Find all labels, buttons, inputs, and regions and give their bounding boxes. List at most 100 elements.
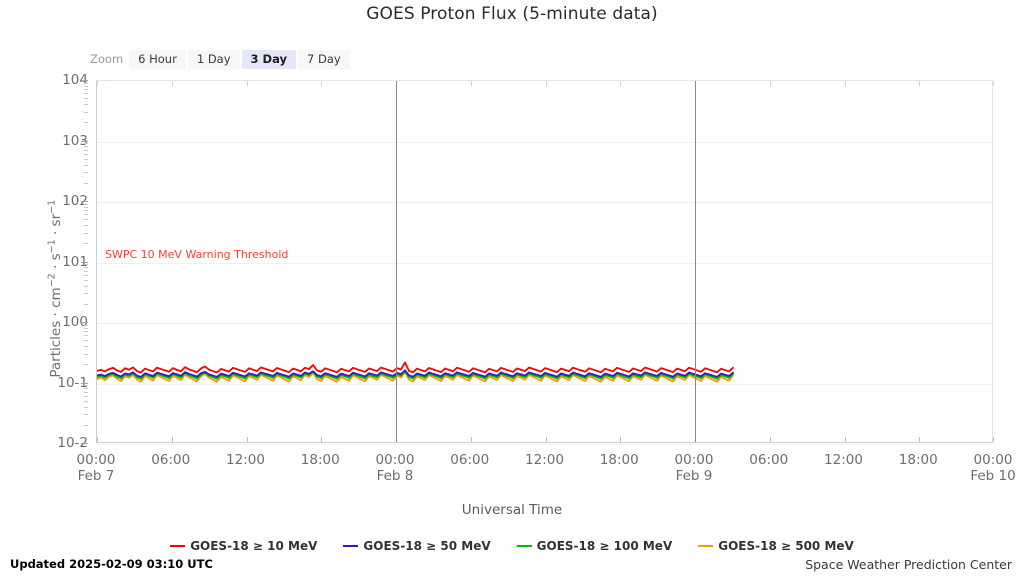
y-axis-minor-tick (84, 98, 88, 100)
zoom-button-3-day[interactable]: 3 Day (241, 50, 296, 69)
y-axis-minor-tick (84, 400, 88, 402)
y-axis-minor-tick (84, 82, 88, 84)
x-axis-top-tick-mark (97, 81, 98, 86)
x-axis-tick-mark (919, 437, 921, 442)
x-axis-tick-mark (321, 437, 323, 442)
y-axis-minor-tick (84, 335, 88, 337)
y-axis-tick-mark (81, 80, 88, 81)
y-axis-label: Particles · cm−2 · s−1 · sr−1 (46, 199, 64, 378)
y-axis-minor-tick (84, 214, 88, 216)
x-axis-tick-time: 00:00 (674, 452, 714, 468)
legend-item[interactable]: GOES-18 ≥ 10 MeV (170, 539, 317, 553)
x-axis-tick-time: 00:00 (375, 452, 415, 468)
x-axis-tick-mark (545, 437, 547, 442)
y-axis-tick-mark (81, 322, 88, 323)
y-axis-tick-label: 104 (62, 72, 88, 88)
x-axis-tick-group: 12:00 (500, 452, 590, 468)
gridline-horizontal (97, 202, 992, 203)
x-axis-tick-mark (171, 437, 173, 442)
y-axis-minor-tick (84, 143, 88, 145)
data-series-line (97, 372, 733, 382)
y-axis-minor-tick (84, 293, 88, 295)
y-axis-minor-tick (84, 414, 88, 416)
x-axis-tick-group: 00:00 Feb 9 (649, 452, 739, 485)
x-axis-top-tick-mark (470, 81, 472, 86)
y-axis-minor-tick (84, 164, 88, 166)
gridline-horizontal (97, 141, 992, 143)
x-axis-tick-group: 18:00 (275, 452, 365, 468)
x-axis-tick-group: 00:00 Feb 10 (948, 452, 1024, 485)
x-axis-tick-time: 18:00 (300, 452, 340, 468)
x-axis-tick-group: 18:00 (574, 452, 664, 468)
x-axis-tick-mark (993, 437, 994, 442)
x-axis-tick-date: Feb 9 (675, 468, 713, 484)
y-axis-tick-mark (81, 201, 88, 202)
x-axis-tick-mark (844, 437, 846, 442)
x-axis-tick-group: 12:00 (799, 452, 889, 468)
y-axis-minor-tick (84, 149, 88, 151)
y-axis-minor-tick (84, 153, 88, 155)
data-series-canvas (97, 81, 992, 442)
legend-item[interactable]: GOES-18 ≥ 100 MeV (516, 539, 673, 553)
x-axis-tick-mark (97, 437, 98, 442)
x-axis-tick-date: Feb 7 (77, 468, 115, 484)
y-axis-tick-label: 103 (62, 132, 88, 149)
legend-item[interactable]: GOES-18 ≥ 50 MeV (343, 539, 491, 553)
y-axis-minor-tick (84, 353, 88, 355)
y-axis-minor-tick (84, 206, 88, 208)
x-axis-label: Universal Time (461, 502, 563, 518)
y-axis-tick-mark (81, 261, 88, 263)
y-axis-minor-tick (84, 111, 88, 113)
y-axis-tick-label: 100 (62, 314, 88, 330)
data-series-line (97, 362, 733, 372)
legend-item[interactable]: GOES-18 ≥ 500 MeV (698, 539, 854, 553)
legend-item-label: GOES-18 ≥ 100 MeV (536, 539, 673, 553)
legend-color-swatch (343, 544, 359, 548)
gridline-horizontal (97, 444, 992, 445)
x-axis-tick-time: 06:00 (450, 452, 490, 468)
y-axis-minor-tick (84, 388, 88, 390)
y-axis-tick-mark (81, 382, 88, 384)
y-axis-minor-tick (84, 93, 88, 95)
zoom-range-selector: Zoom 6 Hour 1 Day 3 Day 7 Day (90, 50, 352, 69)
y-axis-minor-tick (84, 219, 88, 221)
y-axis-minor-tick (84, 270, 88, 272)
x-axis-top-tick-mark (620, 81, 622, 86)
x-axis-tick-mark (620, 437, 622, 442)
gridline-horizontal (97, 383, 992, 385)
y-axis-minor-tick (84, 385, 88, 387)
x-axis-top-tick-mark (171, 81, 173, 86)
y-axis-minor-tick (84, 158, 88, 160)
y-axis-minor-tick (84, 203, 88, 205)
y-axis-minor-tick (84, 327, 88, 329)
threshold-label: SWPC 10 MeV Warning Threshold (105, 247, 289, 261)
x-axis-tick-time: 18:00 (599, 452, 639, 468)
x-axis-tick-group: 00:00 Feb 8 (350, 452, 440, 485)
y-axis-minor-tick (84, 122, 88, 124)
plot-area[interactable]: SWPC 10 MeV Warning Threshold (96, 80, 994, 445)
x-axis-tick-time: 12:00 (525, 452, 564, 468)
x-axis-top-tick-mark (844, 81, 846, 86)
zoom-button-6-hour[interactable]: 6 Hour (129, 50, 186, 69)
y-axis-minor-tick (84, 232, 88, 234)
zoom-button-1-day[interactable]: 1 Day (187, 50, 240, 69)
x-axis-tick-group: 00:00 Feb 7 (51, 452, 141, 485)
chart-legend: GOES-18 ≥ 10 MeV GOES-18 ≥ 50 MeV GOES-18 … (0, 539, 1024, 553)
legend-color-swatch (698, 544, 714, 548)
y-axis-tick-label: 10-2 (57, 435, 88, 451)
x-axis-top-tick-mark (321, 81, 323, 86)
y-axis-tick-mark (81, 443, 88, 444)
y-axis-minor-tick (84, 264, 88, 266)
y-axis-minor-tick (84, 324, 88, 326)
x-axis-tick-time: 06:00 (749, 452, 789, 468)
x-axis-top-tick-mark (246, 81, 248, 86)
y-axis-minor-tick (84, 391, 88, 393)
y-axis-minor-tick (84, 279, 88, 281)
y-axis-minor-tick (84, 89, 88, 91)
x-axis-tick-time: 18:00 (898, 452, 938, 468)
x-axis-tick-mark (246, 437, 248, 442)
y-axis-minor-tick (84, 85, 88, 87)
zoom-button-7-day[interactable]: 7 Day (298, 50, 350, 69)
legend-color-swatch (170, 544, 186, 548)
day-separator-line (396, 81, 397, 442)
